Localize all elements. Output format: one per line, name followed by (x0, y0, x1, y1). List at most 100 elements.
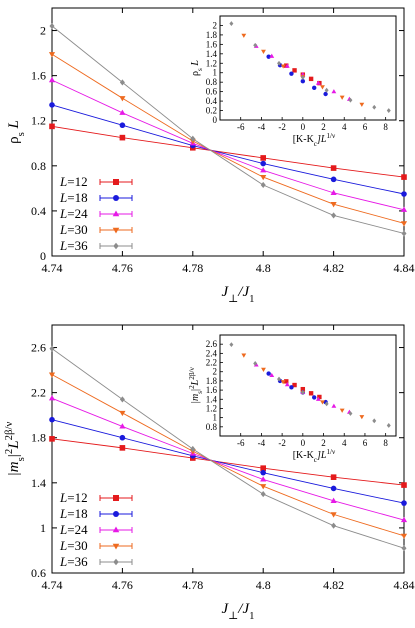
data-point-L12 (49, 436, 55, 442)
legend-label: L=30 (59, 538, 88, 553)
inset-y-axis-label: ρs L (190, 60, 204, 76)
data-point-L36 (260, 181, 266, 189)
data-point-L36 (190, 135, 196, 142)
inset-x-tick-label: -6 (237, 438, 245, 448)
inset-point-L18 (300, 79, 306, 84)
legend-label: L=36 (59, 238, 88, 253)
inset-point-L36 (300, 75, 305, 80)
data-point-L30 (48, 52, 56, 58)
inset-x-axis-label: [K-Kc]L1/ν (293, 448, 336, 464)
data-point-L12 (119, 445, 126, 451)
data-point-L36 (190, 445, 196, 453)
y-tick-label: 0.6 (31, 566, 46, 580)
panel-bottom: 4.74 4.76 4.78 4.8 4.82 4.84 0.6 1 1.4 1.8 2.2 2.6 J… (3, 324, 415, 622)
x-tick-label: 4.8 (256, 261, 271, 275)
data-point-L24 (330, 497, 337, 503)
inset-x-axis-label: [K-Kc]L1/ν (293, 132, 336, 148)
y-axis-label: ρs L (6, 120, 27, 144)
data-point-L36 (260, 491, 266, 498)
inset-y-tick-label: 2.4 (206, 348, 218, 358)
inset-x-tick-label: 0 (301, 438, 306, 448)
legend-label: L=36 (59, 554, 88, 569)
x-tick-label: 4.84 (394, 261, 415, 275)
data-point-L18 (401, 500, 407, 506)
data-point-L12 (260, 465, 266, 471)
inset-point-L30 (261, 49, 266, 54)
legend-marker (113, 242, 119, 250)
legend-label: L=24 (59, 522, 88, 537)
legend-label: L=18 (59, 506, 88, 521)
legend-marker (112, 210, 120, 217)
data-point-L30 (260, 174, 267, 181)
inset-x-tick-label: 6 (363, 122, 368, 132)
data-point-L30 (330, 512, 337, 518)
inset-point-L30 (339, 95, 345, 100)
series-line-L24 (51, 79, 405, 211)
data-point-L18 (330, 176, 337, 183)
data-point-L12 (401, 482, 407, 488)
inset-y-tick-label: 0 (213, 115, 218, 125)
data-point-L12 (49, 123, 55, 130)
inset-point-L12 (300, 386, 306, 392)
x-tick-label: 4.74 (42, 578, 63, 592)
inset-y-tick-label: 1 (213, 413, 218, 423)
inset-y-tick-label: 0.2 (206, 106, 217, 116)
data-point-L30 (400, 221, 408, 227)
data-point-L30 (330, 202, 337, 208)
inset-x-tick-label: -2 (278, 438, 286, 448)
y-tick-label: 1.6 (31, 69, 46, 83)
data-point-L36 (49, 345, 55, 352)
y-tick-label: 1 (40, 521, 46, 535)
data-point-L18 (260, 160, 267, 167)
inset-x-tick-label: 8 (383, 438, 388, 448)
inset-point-L36 (324, 87, 329, 93)
inset-point-L36 (277, 376, 281, 382)
inset-point-L12 (284, 379, 289, 384)
inset-point-L30 (320, 85, 325, 90)
inset-point-L30 (261, 367, 266, 372)
data-point-L36 (49, 22, 55, 30)
data-point-L36 (331, 522, 337, 529)
legend-marker (113, 495, 119, 501)
inset-frame (219, 15, 397, 121)
data-point-L12 (401, 174, 407, 180)
inset-x-tick-label: -2 (278, 122, 286, 132)
data-point-L18 (260, 469, 267, 476)
inset-y-tick-label: 2 (213, 20, 218, 30)
legend: L=12L=18L=24L=30L=36 (59, 174, 133, 253)
data-point-L30 (119, 410, 126, 417)
data-point-L18 (49, 102, 55, 108)
data-point-L24 (119, 109, 126, 115)
inset-frame (219, 334, 397, 437)
data-point-L12 (330, 474, 337, 480)
inset-y-tick-label: 1.4 (206, 49, 218, 59)
data-point-L24 (260, 476, 267, 482)
data-point-L24 (119, 423, 126, 429)
data-point-L36 (401, 230, 407, 237)
inset-y-tick-label: 0.8 (206, 422, 218, 432)
data-point-L30 (260, 484, 267, 490)
legend-marker (113, 179, 119, 185)
inset-point-L24 (284, 63, 290, 68)
data-point-L24 (48, 76, 56, 83)
inset-y-tick-label: 1.4 (206, 394, 218, 404)
inset-point-L30 (241, 353, 247, 358)
data-point-L12 (260, 155, 266, 161)
x-tick-label: 4.76 (112, 261, 133, 275)
inset-point-L24 (315, 80, 321, 85)
inset-y-axis-label: |ms|2L2β/ν (188, 367, 204, 404)
inset-point-L36 (386, 423, 391, 428)
series-line-L36 (51, 25, 405, 234)
x-tick-label: 4.8 (256, 578, 271, 592)
inset-point-L36 (372, 104, 377, 110)
data-point-L12 (330, 165, 337, 171)
inset-point-L18 (323, 91, 328, 97)
inset-point-L30 (280, 380, 286, 385)
data-point-L36 (401, 545, 407, 552)
legend-marker (112, 526, 120, 533)
inset-y-tick-label: 0.4 (206, 96, 218, 106)
x-tick-label: 4.74 (42, 261, 63, 275)
data-point-L24 (260, 167, 267, 173)
data-point-L30 (119, 96, 126, 102)
